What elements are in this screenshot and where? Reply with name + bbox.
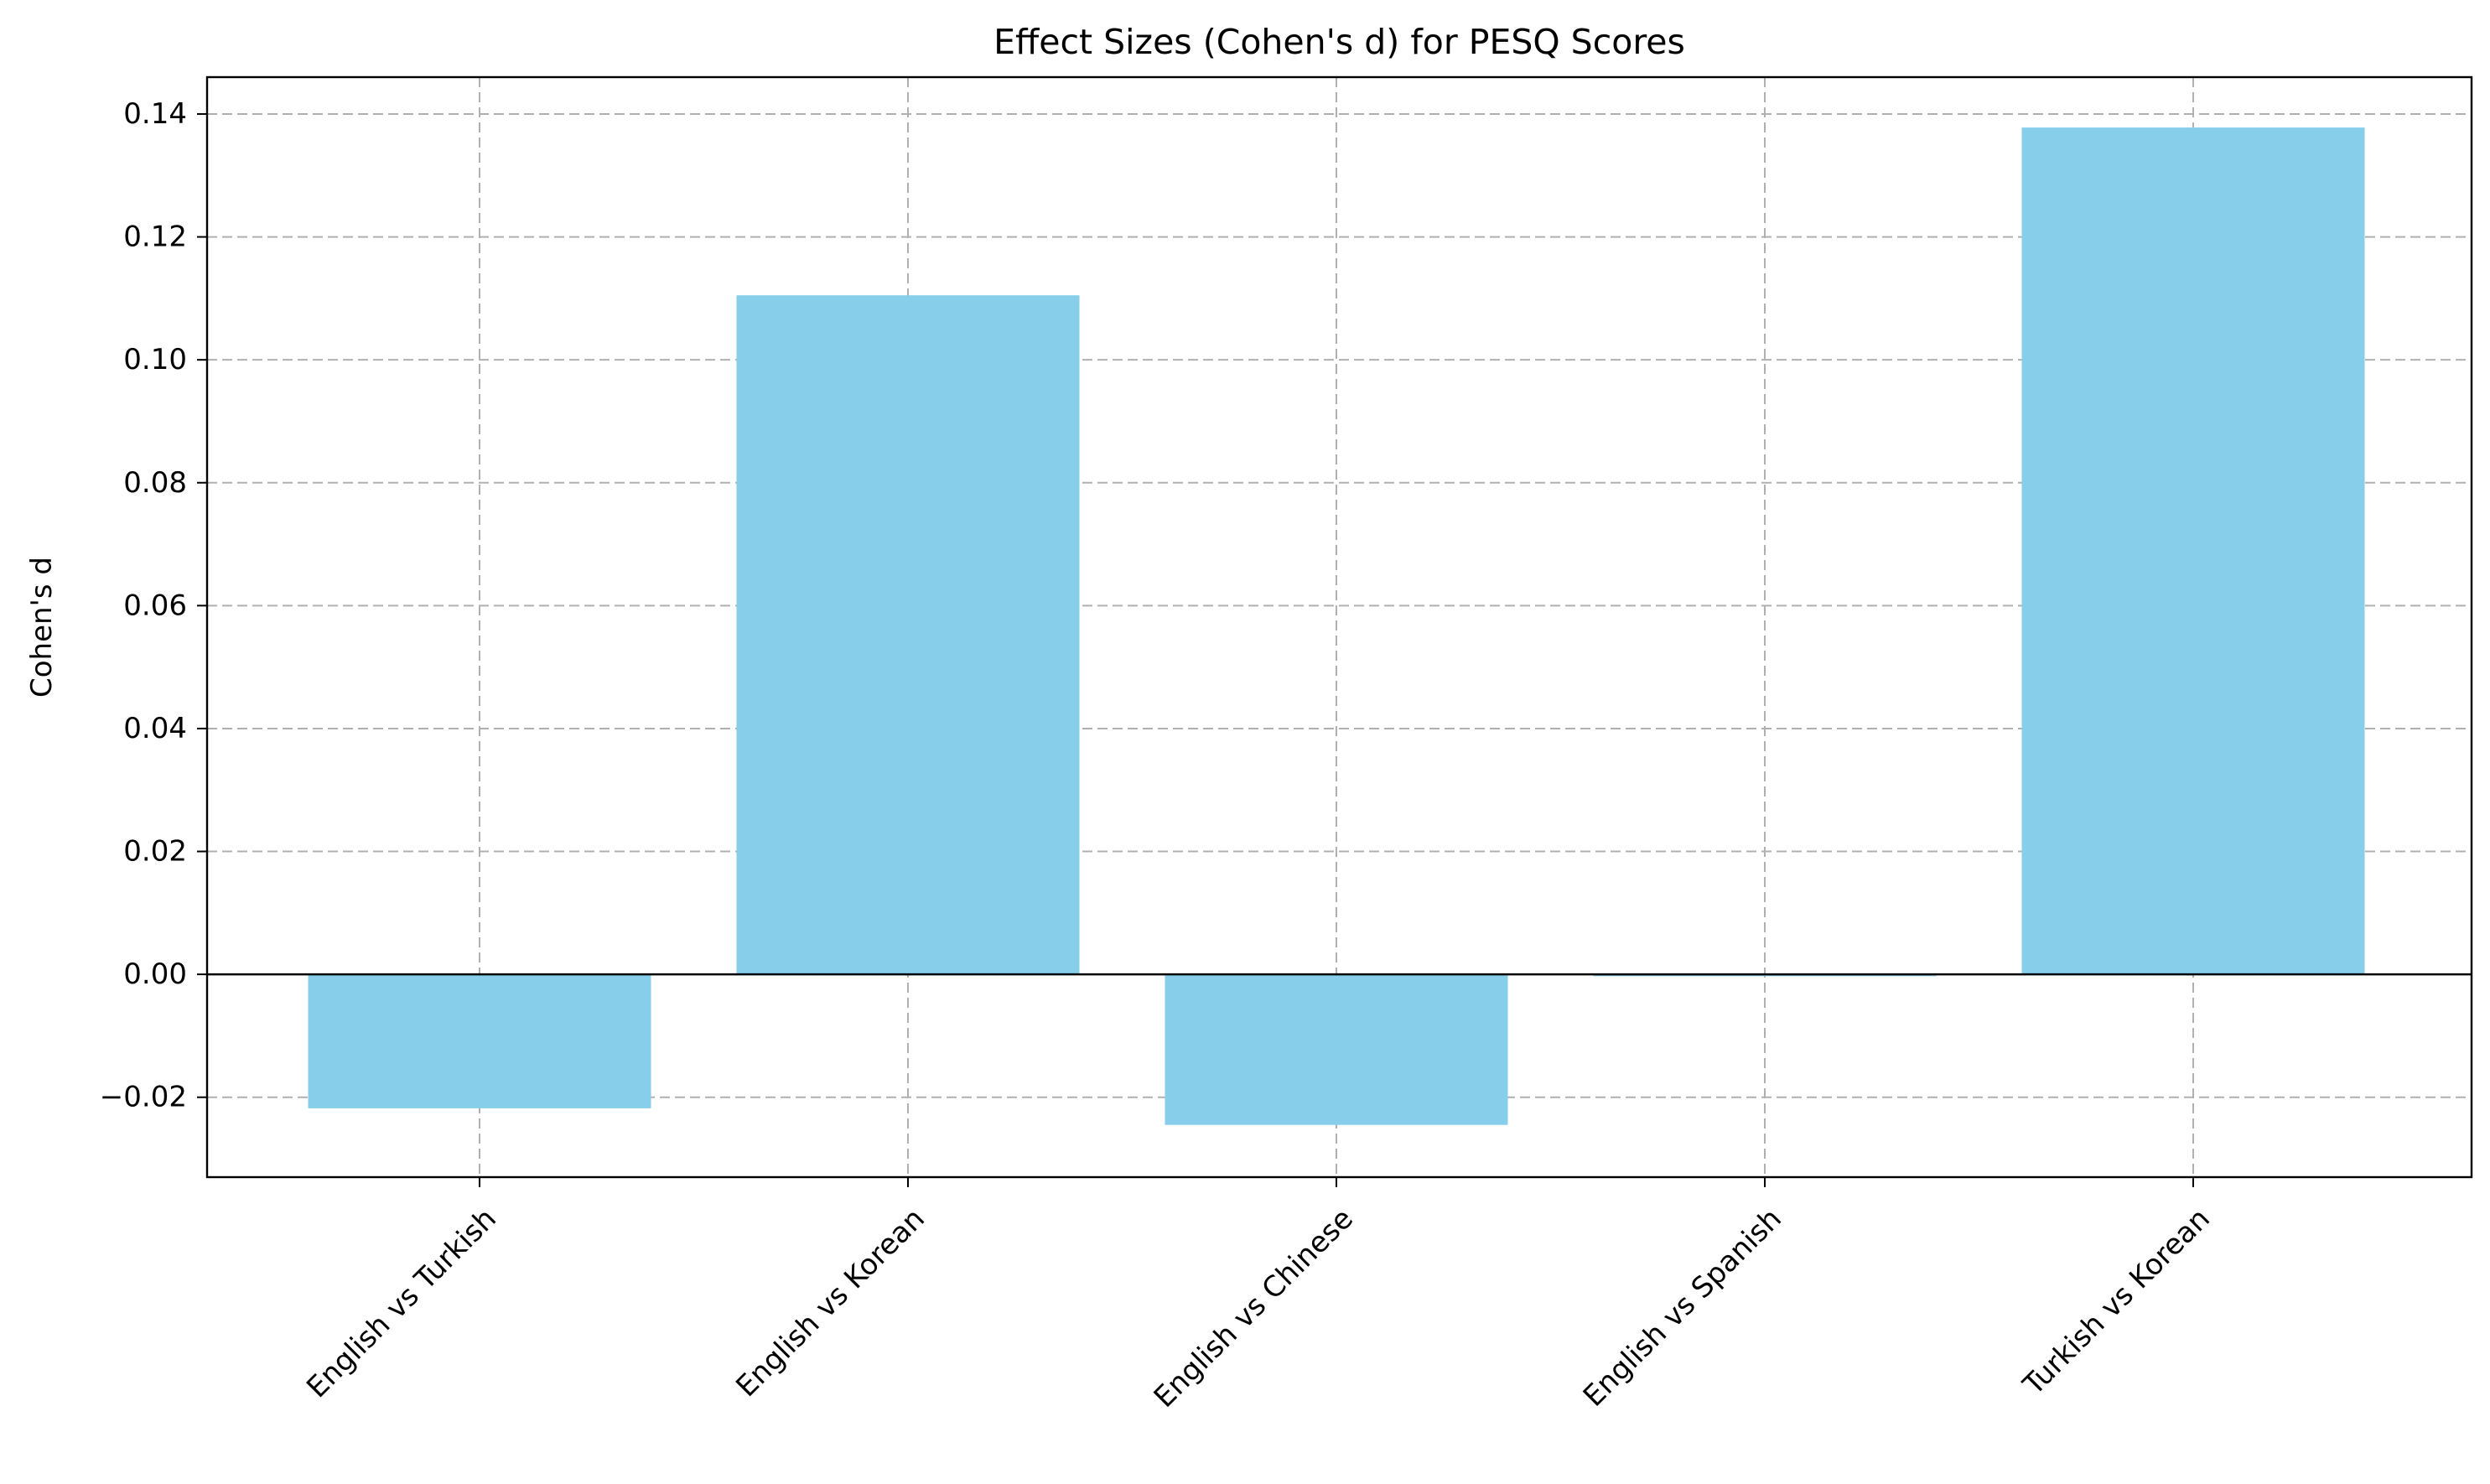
bar-0 xyxy=(308,974,651,1108)
y-tick-label: 0.14 xyxy=(123,97,187,131)
plot-frame xyxy=(205,75,2473,1179)
y-tick-label: 0.12 xyxy=(123,221,187,254)
y-tick-label: 0.00 xyxy=(123,957,187,991)
y-tick-label: 0.08 xyxy=(123,466,187,500)
bars xyxy=(308,127,2365,1125)
y-tick-label: 0.02 xyxy=(123,835,187,869)
y-tick-label: 0.10 xyxy=(123,343,187,376)
bar-2 xyxy=(1165,974,1508,1125)
chart-title: Effect Sizes (Cohen's d) for PESQ Scores xyxy=(993,22,1685,62)
y-axis-label: Cohen's d xyxy=(25,557,59,698)
bar-1 xyxy=(736,295,1080,975)
y-axis-ticks: −0.02 0.00 0.02 0.04 0.06 0.08 0.10 0.12 0.14 xyxy=(100,97,207,1114)
y-tick-label: −0.02 xyxy=(100,1081,187,1114)
y-tick-label: 0.06 xyxy=(123,589,187,622)
bar-4 xyxy=(2021,127,2365,975)
y-tick-label: 0.04 xyxy=(123,712,187,745)
